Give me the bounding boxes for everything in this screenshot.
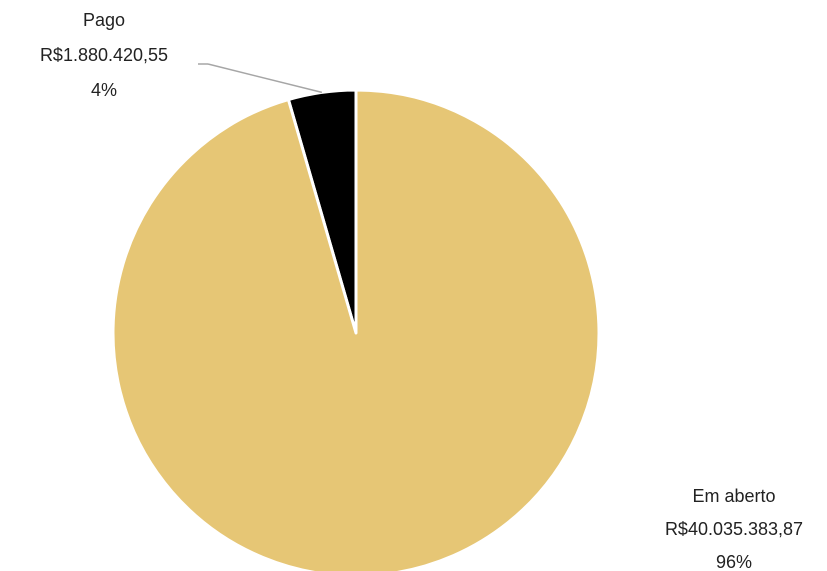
slice-label-em-aberto-name: Em aberto	[692, 486, 775, 506]
leader-line-pago	[207, 63, 323, 94]
slice-label-pago-value: R$1.880.420,55	[40, 45, 168, 65]
slice-label-em-aberto-value: R$40.035.383,87	[665, 519, 803, 539]
slice-label-em-aberto-percent: 96%	[716, 552, 752, 571]
slice-label-pago-name: Pago	[83, 10, 125, 30]
slice-label-pago-percent: 4%	[91, 80, 117, 100]
pie-slice-em-aberto	[111, 88, 601, 571]
pie-slices	[111, 88, 601, 571]
